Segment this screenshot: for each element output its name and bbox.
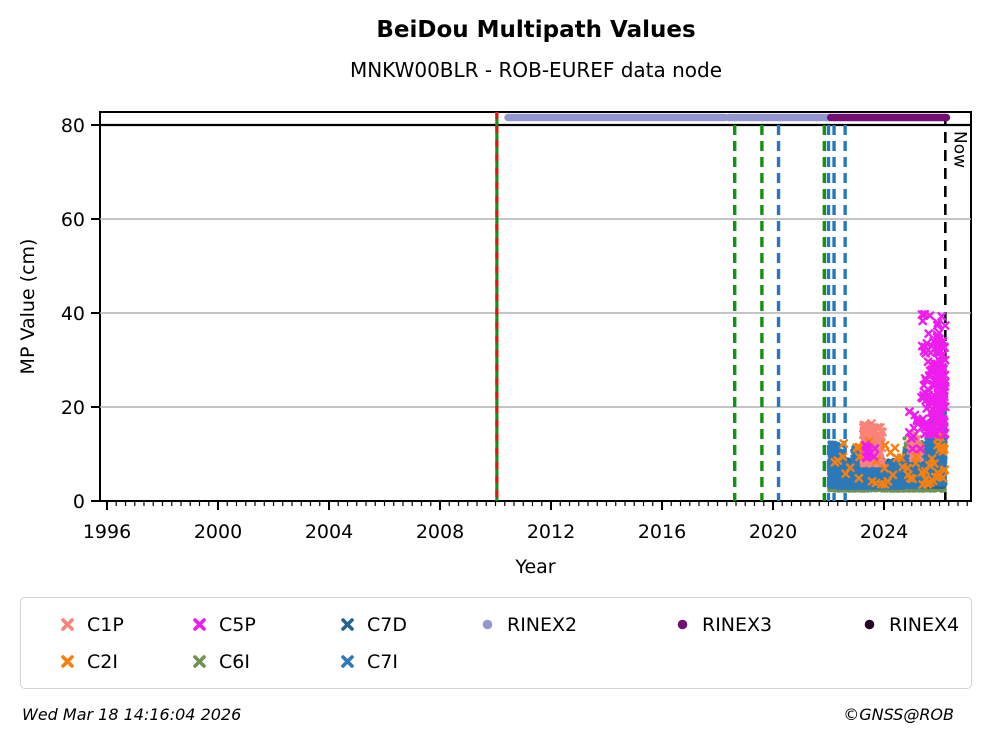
ytick-label-80: 80 — [61, 115, 85, 137]
footer-timestamp: Wed Mar 18 14:16:04 2026 — [22, 705, 242, 724]
axis-ticks — [91, 124, 968, 510]
chart-area: BeiDou Multipath Values MNKW00BLR - ROB-… — [17, 17, 972, 578]
ytick-label-40: 40 — [61, 303, 85, 325]
circle-marker-icon — [482, 619, 493, 630]
legend-label: C5P — [219, 613, 256, 636]
footer: Wed Mar 18 14:16:04 2026 ©GNSS@ROB — [0, 689, 992, 724]
footer-credit: ©GNSS@ROB — [843, 705, 954, 724]
legend-item-c2i: C2I — [59, 643, 191, 680]
legend-item-c6i: C6I — [191, 643, 339, 680]
legend-item-c7i: C7I — [339, 643, 479, 680]
xtick-label-2004: 2004 — [305, 521, 353, 543]
x-marker-icon — [61, 655, 74, 668]
scatter-points — [827, 309, 950, 493]
chart-subtitle: MNKW00BLR - ROB-EUREF data node — [349, 58, 723, 82]
x-marker-icon — [61, 618, 74, 631]
xtick-label-2008: 2008 — [416, 521, 464, 543]
series-c2i — [830, 419, 950, 489]
x-marker-icon — [193, 618, 206, 631]
ytick-label-20: 20 — [61, 397, 85, 419]
legend-label: RINEX2 — [507, 613, 578, 636]
xtick-label-1996: 1996 — [83, 521, 131, 543]
legend-item-rinex4: RINEX4 — [861, 606, 971, 643]
y-axis-label: MP Value (cm) — [17, 239, 39, 375]
x-axis-label: Year — [514, 556, 555, 578]
legend-label: C1P — [87, 613, 124, 636]
ytick-label-0: 0 — [73, 491, 85, 513]
xtick-label-2024: 2024 — [860, 521, 908, 543]
xtick-label-2016: 2016 — [638, 521, 686, 543]
x-marker-icon — [341, 618, 354, 631]
circle-marker-icon — [677, 619, 688, 630]
plot-frame — [99, 111, 972, 502]
legend-label: C7I — [367, 650, 398, 673]
legend-item-rinex3: RINEX3 — [674, 606, 861, 643]
legend-label: RINEX4 — [889, 613, 960, 636]
now-label: Now — [949, 131, 969, 168]
xtick-label-2020: 2020 — [749, 521, 797, 543]
legend-item-c5p: C5P — [191, 606, 339, 643]
legend-label: C2I — [87, 650, 118, 673]
x-marker-icon — [193, 655, 206, 668]
legend: C1P C5P C7D RINEX2 RINEX3 RINEX4 C2I C6I C7I — [20, 597, 972, 689]
xtick-label-2000: 2000 — [194, 521, 242, 543]
ytick-label-60: 60 — [61, 209, 85, 231]
legend-item-c1p: C1P — [59, 606, 191, 643]
legend-item-rinex2: RINEX2 — [479, 606, 674, 643]
legend-label: C7D — [367, 613, 407, 636]
series-c5p — [861, 309, 950, 463]
circle-marker-icon — [864, 619, 875, 630]
plot-svg: 1996 2000 2004 2008 2012 2016 2020 2024 0 20 40 60 8… — [17, 111, 972, 578]
chart-title: BeiDou Multipath Values — [376, 17, 696, 43]
legend-label: C6I — [219, 650, 250, 673]
legend-label: RINEX3 — [702, 613, 773, 636]
xtick-label-2012: 2012 — [527, 521, 575, 543]
scatter-plot: 1996 2000 2004 2008 2012 2016 2020 2024 0 20 40 60 8… — [17, 111, 972, 578]
x-marker-icon — [341, 655, 354, 668]
legend-item-c7d: C7D — [339, 606, 479, 643]
